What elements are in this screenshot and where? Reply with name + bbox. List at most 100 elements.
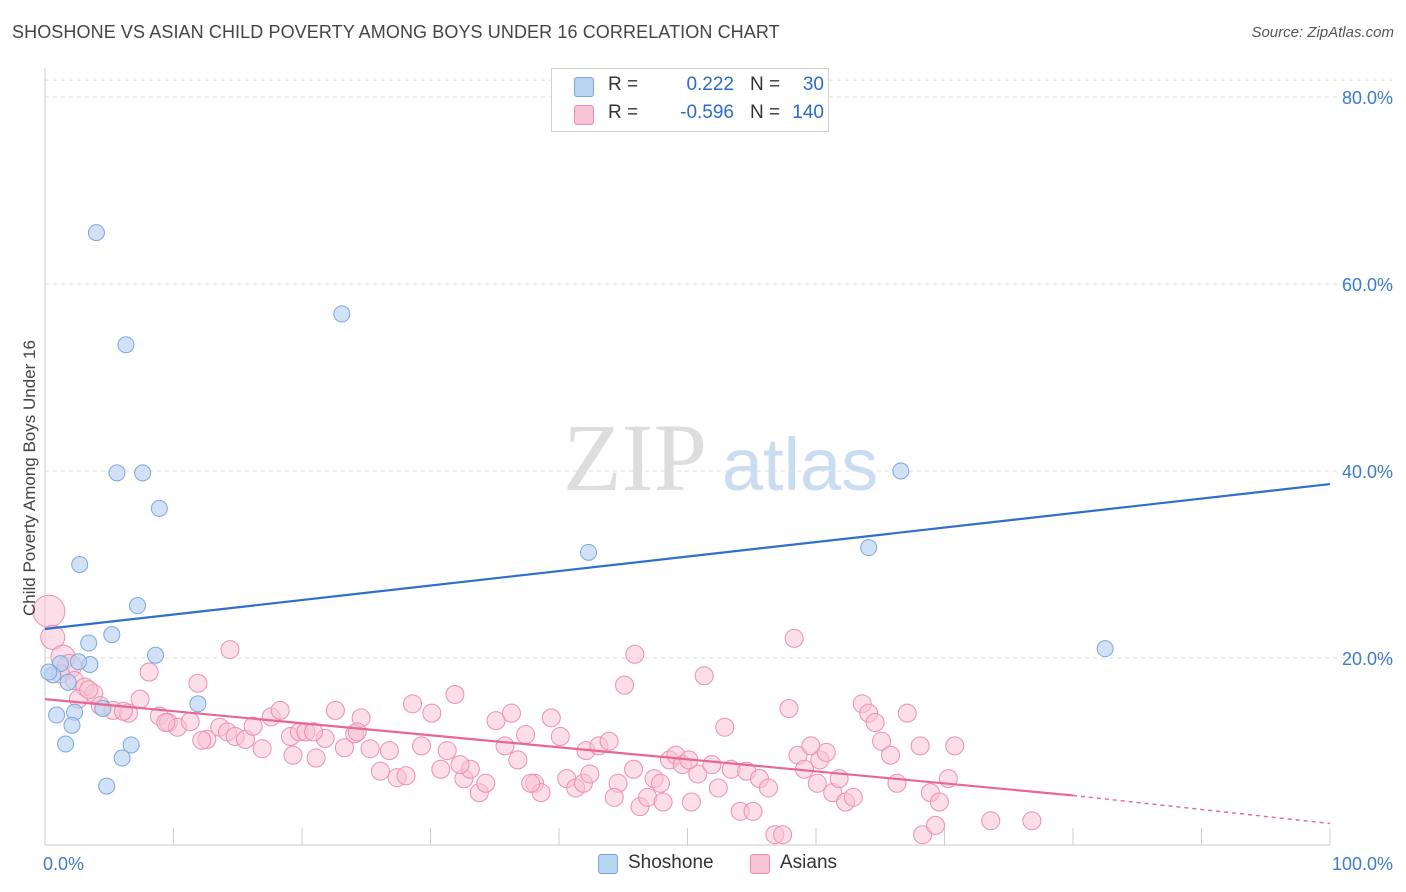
correlation-legend: R = 0.222 N = 30 R = -0.596 N = 140 [551, 68, 829, 132]
shoshone-point [150, 499, 168, 517]
shoshone-point [129, 597, 147, 615]
shoshone-point [48, 706, 66, 724]
asians-point [379, 741, 399, 761]
asians-point [495, 736, 515, 756]
asians-point [887, 773, 907, 793]
asians-point [476, 773, 496, 793]
shoshone-point [134, 464, 152, 482]
shoshone-point [113, 749, 131, 767]
shoshone-point [860, 539, 878, 557]
asians-point [872, 731, 892, 751]
shoshone-point [108, 464, 126, 482]
legend-label-shoshone: Shoshone [628, 852, 714, 873]
asians-point [816, 742, 836, 762]
y-axis-label: Child Poverty Among Boys Under 16 [20, 340, 39, 616]
legend-label-asians: Asians [780, 852, 838, 873]
asians-point [501, 703, 521, 723]
asians-point [450, 755, 470, 775]
shoshone-point [892, 462, 910, 480]
shoshone-point [80, 634, 98, 652]
asians-point [188, 673, 208, 693]
legend-n-label: N = [750, 102, 781, 123]
asians-point [708, 778, 728, 798]
asians-point [773, 825, 793, 845]
asians-point [807, 773, 827, 793]
chart-title: SHOSHONE VS ASIAN CHILD POVERTY AMONG BO… [12, 22, 780, 42]
asians-point [913, 825, 933, 845]
asians-point [865, 713, 885, 733]
asians-point [252, 739, 272, 759]
asians-point [784, 628, 804, 648]
asians-point [653, 792, 673, 812]
asians-point [1022, 811, 1042, 831]
asians-point [929, 792, 949, 812]
y-tick-label: 60.0% [1342, 275, 1393, 295]
asians-point [694, 666, 714, 686]
legend-swatch-shoshone [574, 77, 594, 97]
asians-point [283, 745, 303, 765]
asians-point [486, 711, 506, 731]
asians-point [843, 787, 863, 807]
shoshone-point [98, 777, 116, 795]
asians-point [743, 801, 763, 821]
asians-point [431, 759, 451, 779]
asians-point [580, 764, 600, 784]
asians-point [688, 764, 708, 784]
asians-point [651, 773, 671, 793]
asians-point [139, 662, 159, 682]
shoshone-point [117, 336, 135, 354]
shoshone-point [69, 653, 87, 671]
shoshone-point [189, 695, 207, 713]
asians-point [715, 717, 735, 737]
legend-n-label: N = [750, 74, 781, 95]
asians-point [615, 675, 635, 695]
shoshone-point [63, 716, 81, 734]
asians-point [508, 750, 528, 770]
shoshone-point [103, 626, 121, 644]
asians-point [180, 712, 200, 732]
asians-point [437, 741, 457, 761]
shoshone-point [40, 663, 58, 681]
asians-point [599, 731, 619, 751]
y-tick-label: 80.0% [1342, 88, 1393, 108]
asians-point [779, 698, 799, 718]
shoshone-point [122, 736, 140, 754]
asians-point [360, 739, 380, 759]
asians-point [881, 745, 901, 765]
asians-trend-line [44, 698, 1074, 797]
legend-swatch-shoshone [598, 854, 618, 874]
asians-point [270, 700, 290, 720]
asians-point [897, 703, 917, 723]
asians-point [445, 684, 465, 704]
asians-point [926, 815, 946, 835]
legend-r-label: R = [608, 74, 639, 95]
asians-point [702, 755, 722, 775]
asians-point [412, 736, 432, 756]
asians-point [624, 759, 644, 779]
legend-n-value: 140 [792, 102, 824, 123]
x-tick-label: 100.0% [1332, 854, 1393, 874]
legend-swatch-asians [750, 854, 770, 874]
asians-trend-extension [1072, 794, 1331, 825]
asians-point [130, 689, 150, 709]
asians-point [79, 680, 99, 700]
shoshone-point [147, 646, 165, 664]
asians-point [910, 736, 930, 756]
shoshone-point [1096, 640, 1114, 658]
asians-point [325, 700, 345, 720]
asians-point [370, 761, 390, 781]
shoshone-point [87, 224, 105, 242]
asians-point [758, 778, 778, 798]
asians-point [156, 713, 176, 733]
asians-point [550, 727, 570, 747]
shoshone-point [59, 673, 77, 691]
source-credit: Source: ZipAtlas.com [1251, 24, 1394, 41]
legend-r-value: -0.596 [680, 102, 734, 123]
shoshone-point [580, 543, 598, 561]
asians-point [347, 722, 367, 742]
y-tick-label: 20.0% [1342, 649, 1393, 669]
asians-point [945, 736, 965, 756]
asians-point [304, 722, 324, 742]
asians-point [541, 708, 561, 728]
